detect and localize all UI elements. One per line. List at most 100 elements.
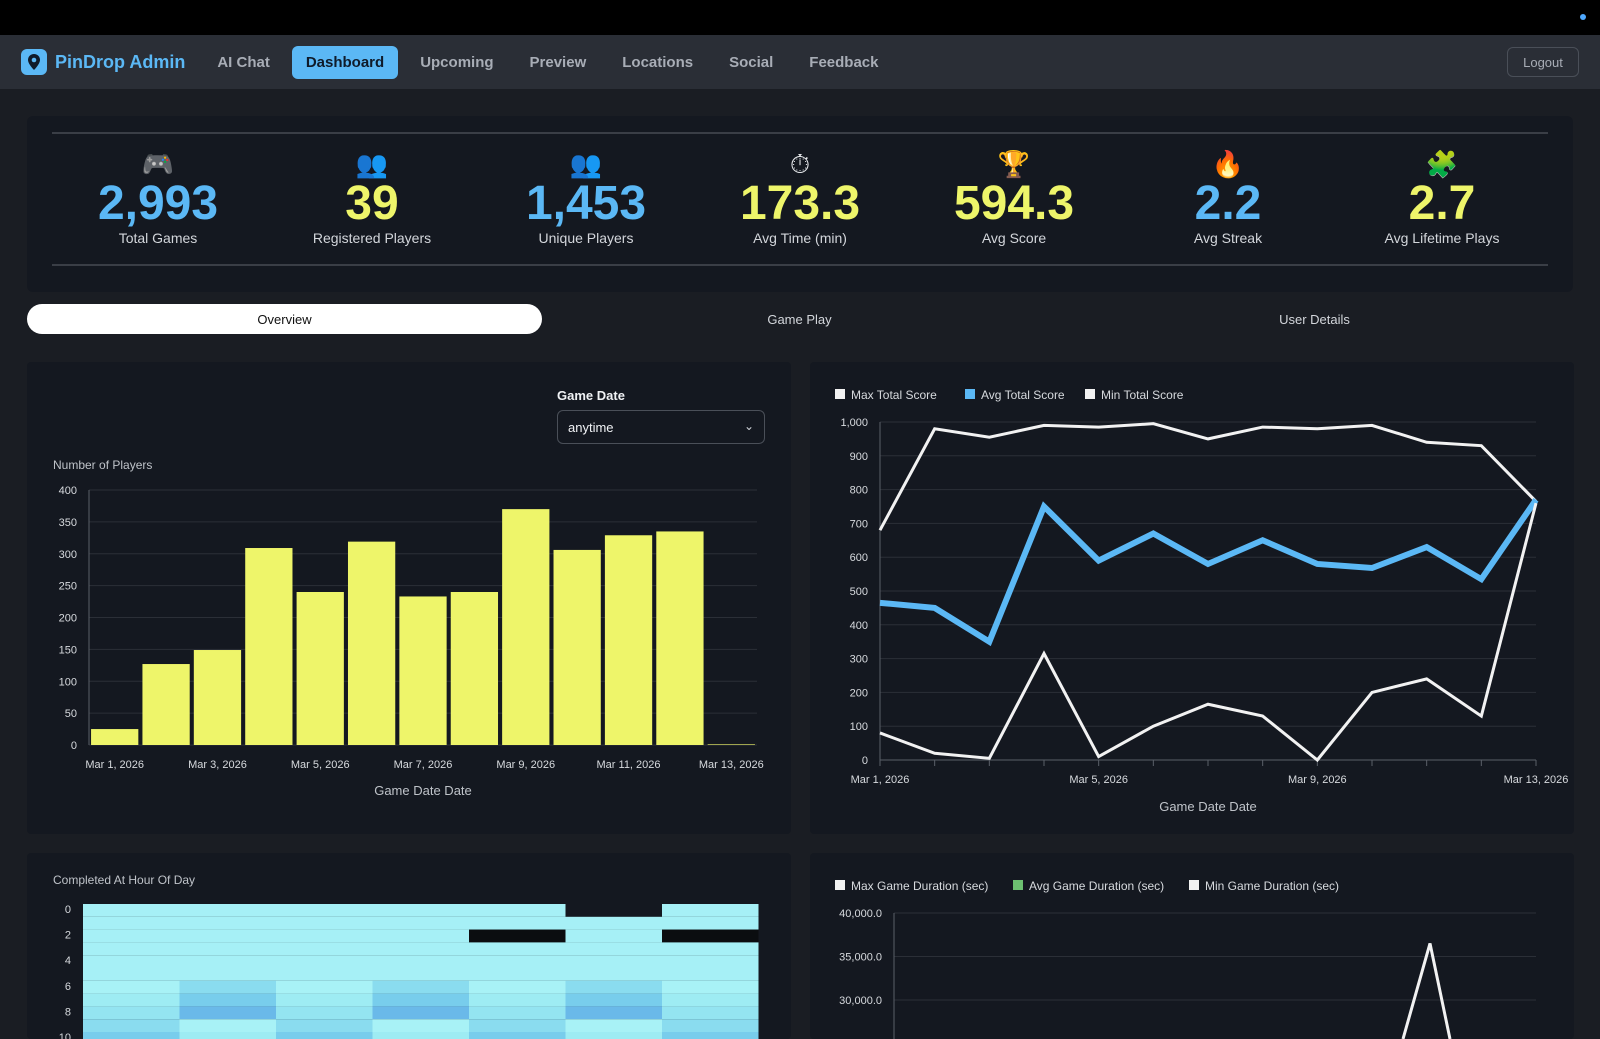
- legend-label: Avg Game Duration (sec): [1029, 879, 1164, 893]
- heatmap-cell: [372, 942, 469, 956]
- heatmap-cell: [276, 1019, 373, 1032]
- status-dot: [1580, 14, 1586, 20]
- series-line: [879, 502, 1538, 763]
- brand[interactable]: PinDrop Admin: [21, 49, 185, 75]
- y-tick-label: 1,000: [840, 417, 868, 429]
- x-tick-label: Mar 13, 2026: [699, 759, 764, 771]
- heatmap-cell: [83, 1019, 180, 1032]
- logout-button[interactable]: Logout: [1507, 47, 1579, 77]
- nav-item-dashboard[interactable]: Dashboard: [291, 45, 399, 79]
- bar: [502, 509, 550, 745]
- legend-swatch: [835, 880, 845, 890]
- heatmap-cell: [83, 916, 180, 930]
- heatmap-cell: [469, 904, 566, 917]
- tab-overview[interactable]: Overview: [27, 304, 542, 334]
- heatmap-cell: [83, 904, 180, 917]
- heatmap-cell: [662, 1006, 759, 1020]
- stat-label: Total Games: [118, 230, 198, 246]
- heatmap-title: Completed At Hour Of Day: [53, 873, 195, 887]
- heatmap-cell: [565, 1006, 662, 1020]
- legend-label: Min Game Duration (sec): [1205, 879, 1339, 893]
- stat-card: ⏱ 173.3 Avg Time (min): [693, 148, 907, 246]
- heatmap-cell: [179, 980, 276, 994]
- y-tick-label: 100: [850, 721, 868, 733]
- stats-panel: 🎮 2,993 Total Games 👥 39 Registered Players 👥 1…: [27, 116, 1573, 292]
- heatmap-cell: [83, 942, 180, 956]
- y-tick-label: 50: [65, 708, 77, 720]
- stat-card: 🏆 594.3 Avg Score: [907, 148, 1121, 246]
- tab-user-details[interactable]: User Details: [1279, 311, 1350, 327]
- heatmap-cell: [179, 1032, 276, 1039]
- heatmap-cell: [662, 1019, 759, 1032]
- legend-label: Max Game Duration (sec): [851, 879, 988, 893]
- nav-item-preview[interactable]: Preview: [529, 53, 587, 71]
- people-icon: 👥: [355, 149, 389, 179]
- x-tick-label: Mar 9, 2026: [1288, 774, 1347, 786]
- fire-icon: 🔥: [1211, 149, 1245, 179]
- legend-label: Min Total Score: [1101, 388, 1184, 402]
- heatmap-cell: [469, 1019, 566, 1032]
- nav-item-social[interactable]: Social: [729, 53, 774, 71]
- heatmap-cell: [662, 904, 759, 917]
- nav-item-feedback[interactable]: Feedback: [809, 53, 879, 71]
- game-date-select[interactable]: anytime ⌄: [557, 410, 765, 444]
- bar: [347, 541, 396, 745]
- x-tick-label: Mar 7, 2026: [394, 759, 453, 771]
- heatmap-cell: [469, 955, 566, 968]
- heatmap-cell: [179, 968, 276, 981]
- y-tick-label: 600: [850, 552, 868, 564]
- nav-item-ai-chat[interactable]: AI Chat: [217, 53, 270, 71]
- heatmap-cell: [469, 1006, 566, 1020]
- legend-label: Avg Total Score: [981, 388, 1065, 402]
- heatmap-cell: [179, 904, 276, 917]
- heatmap-cell: [469, 968, 566, 981]
- heatmap-cell: [276, 1032, 373, 1039]
- heatmap-cell: [662, 929, 759, 943]
- heatmap-cell: [469, 993, 566, 1007]
- stat-value: 2,993: [97, 177, 219, 230]
- max-duration-line: [1401, 943, 1452, 1039]
- legend-swatch: [1189, 880, 1199, 890]
- game-date-label: Game Date: [557, 388, 625, 403]
- y-tick-label: 150: [59, 644, 77, 656]
- x-tick-label: Mar 5, 2026: [291, 759, 350, 771]
- heatmap-cell: [179, 942, 276, 956]
- game-date-value: anytime: [568, 419, 614, 435]
- heatmap-cell: [83, 980, 180, 994]
- bar: [707, 744, 755, 745]
- map-pin-icon: [21, 49, 47, 75]
- stat-card: 🎮 2,993 Total Games: [51, 148, 265, 246]
- heatmap-cell: [179, 955, 276, 968]
- nav-item-locations[interactable]: Locations: [622, 53, 694, 71]
- stats-bottom-divider: [52, 264, 1548, 266]
- heatmap-cell: [565, 993, 662, 1007]
- x-tick-label: Mar 3, 2026: [188, 759, 247, 771]
- y-tick-label: 400: [850, 620, 868, 632]
- y-tick-label: 10: [59, 1032, 71, 1039]
- heatmap-cell: [83, 1032, 180, 1039]
- x-axis-title: Game Date Date: [374, 783, 472, 798]
- heatmap-cell: [276, 980, 373, 994]
- y-axis-title: Number of Players: [53, 458, 152, 472]
- stat-label: Avg Streak: [1193, 230, 1263, 246]
- legend-swatch: [965, 389, 975, 399]
- tab-game-play[interactable]: Game Play: [767, 311, 832, 327]
- stat-value: 594.3: [953, 177, 1075, 230]
- heatmap-cell: [662, 916, 759, 930]
- heatmap-cell: [372, 916, 469, 930]
- heatmap-cell: [469, 916, 566, 930]
- bar: [604, 535, 653, 745]
- stat-label: Avg Score: [981, 230, 1047, 246]
- y-tick-label: 350: [59, 517, 77, 529]
- heatmap-cell: [565, 955, 662, 968]
- stat-label: Registered Players: [312, 230, 432, 246]
- players-bar-chart: Number of Players 0 50 100 150 200 250 300 350 40…: [53, 458, 764, 798]
- y-tick-label: 800: [850, 485, 868, 497]
- y-tick-label: 2: [65, 930, 71, 942]
- nav-item-upcoming[interactable]: Upcoming: [420, 53, 494, 71]
- y-tick-label: 300: [850, 654, 868, 666]
- heatmap-cell: [662, 1032, 759, 1039]
- heatmap-cell: [83, 955, 180, 968]
- heatmap-cell: [276, 904, 373, 917]
- y-tick-label: 250: [59, 581, 77, 593]
